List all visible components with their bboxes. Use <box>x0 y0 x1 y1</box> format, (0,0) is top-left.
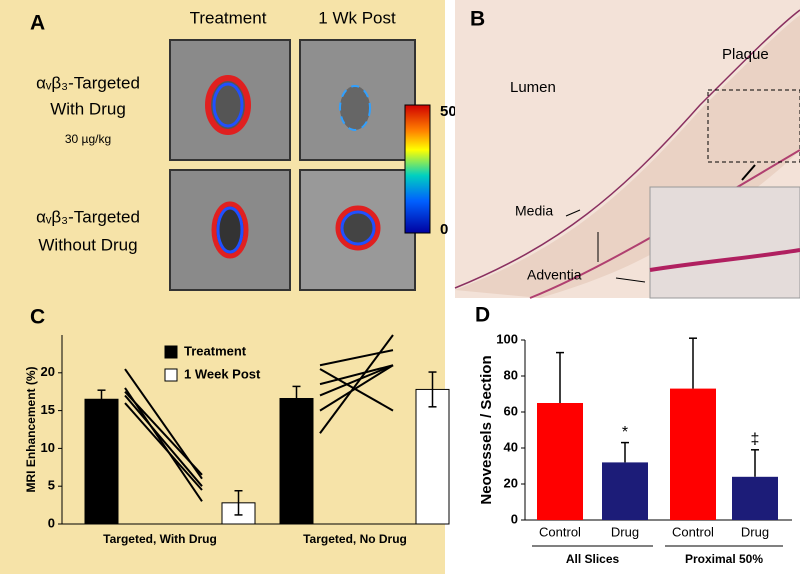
group-label: All Slices <box>566 552 620 566</box>
group-label: Proximal 50% <box>685 552 763 566</box>
y-tick-label: 20 <box>504 475 518 490</box>
bar <box>670 388 716 520</box>
y-tick-label: 60 <box>504 403 518 418</box>
row-label: αᵥβ₃-Targeted <box>36 207 140 226</box>
row-label: With Drug <box>50 99 126 118</box>
legend-label: Treatment <box>184 343 247 358</box>
bar <box>415 388 450 525</box>
panel-label: D <box>475 304 490 327</box>
subject-line <box>319 368 394 412</box>
y-tick-label: 80 <box>504 367 518 382</box>
subject-line <box>319 334 394 434</box>
annotation: Lumen <box>510 79 556 96</box>
annotation: Media <box>515 203 553 219</box>
x-tick-label: Drug <box>741 524 769 539</box>
panel-label: C <box>30 306 45 329</box>
subject-line <box>319 349 394 367</box>
legend-swatch <box>164 368 178 382</box>
subject-line <box>124 402 203 491</box>
subject-line <box>124 394 203 487</box>
y-tick-label: 40 <box>504 439 518 454</box>
dose-label: 30 µg/kg <box>65 132 111 146</box>
subject-line <box>124 391 203 476</box>
x-tick-label: Drug <box>611 524 639 539</box>
x-tick-label: Control <box>672 524 714 539</box>
legend-label: 1 Week Post <box>184 366 261 381</box>
y-axis-label: Neovessels / Section <box>478 355 495 504</box>
panel-background <box>445 300 800 574</box>
annotation: Adventia <box>527 267 582 283</box>
legend-swatch <box>164 345 178 359</box>
significance-mark: ‡ <box>751 431 760 448</box>
y-axis-label: MRI Enhancement (%) <box>24 366 38 492</box>
colorbar <box>404 104 431 234</box>
panel-label: A <box>30 12 45 35</box>
y-tick-label: 15 <box>41 402 55 417</box>
y-tick-label: 0 <box>48 515 55 530</box>
column-header: Treatment <box>190 8 267 27</box>
y-tick-label: 100 <box>496 331 518 346</box>
histology-image <box>454 0 800 299</box>
annotation: Plaque <box>722 46 769 63</box>
column-header: 1 Wk Post <box>318 8 396 27</box>
x-tick-label: Targeted, With Drug <box>103 532 217 546</box>
significance-mark: * <box>622 424 628 441</box>
bar <box>732 476 778 520</box>
subject-line <box>319 364 394 397</box>
x-tick-label: Targeted, No Drug <box>303 532 407 546</box>
y-tick-label: 20 <box>41 364 55 379</box>
bar <box>279 398 314 525</box>
y-tick-label: 0 <box>511 511 518 526</box>
subject-line <box>319 364 394 386</box>
row-label: Without Drug <box>38 235 137 254</box>
y-tick-label: 5 <box>48 478 55 493</box>
x-tick-label: Control <box>539 524 581 539</box>
mri-images <box>169 39 416 291</box>
y-tick-label: 10 <box>41 440 55 455</box>
bar <box>537 403 583 520</box>
panel-label: B <box>470 8 485 31</box>
colorbar-tick: 0 <box>440 221 448 238</box>
row-label: αᵥβ₃-Targeted <box>36 73 140 92</box>
bar <box>84 398 119 525</box>
bar <box>602 462 648 520</box>
subject-line <box>319 364 394 412</box>
colorbar-tick: 50 <box>440 103 457 120</box>
